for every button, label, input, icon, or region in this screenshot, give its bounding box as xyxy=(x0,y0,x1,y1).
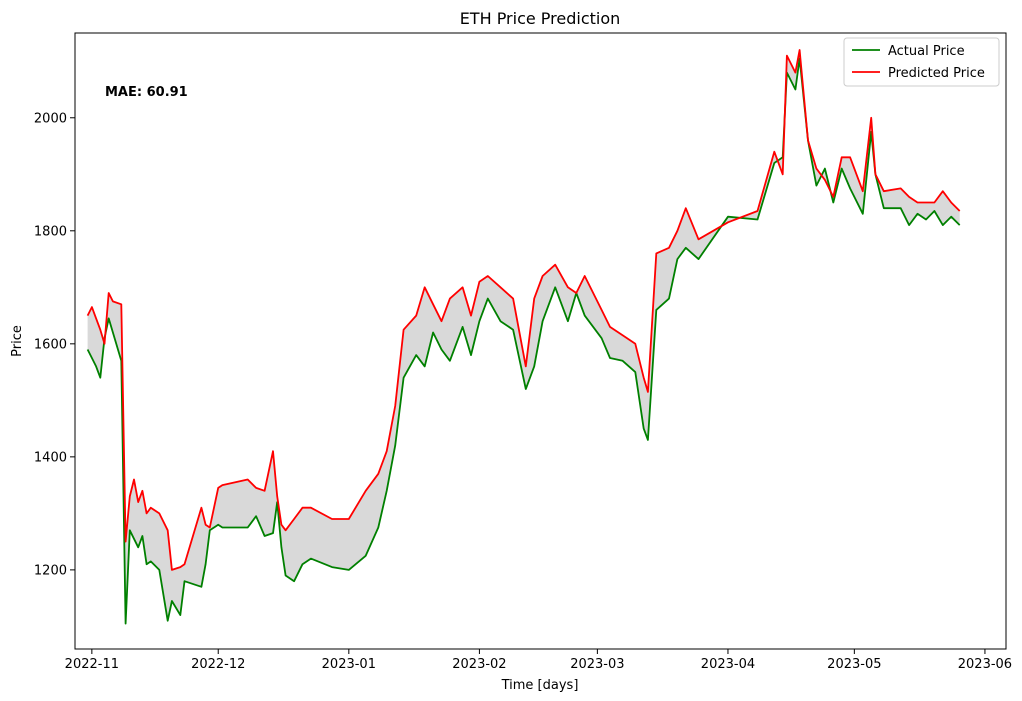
x-tick-label: 2023-04 xyxy=(701,657,755,672)
chart-title: ETH Price Prediction xyxy=(460,9,621,28)
x-tick-label: 2023-01 xyxy=(322,657,376,672)
legend: Actual Price Predicted Price xyxy=(843,37,1000,87)
actual-price-line xyxy=(86,57,961,625)
x-tick-label: 2023-03 xyxy=(570,657,624,672)
x-tick-label: 2022-12 xyxy=(191,657,245,672)
y-tick-label: 1800 xyxy=(34,224,67,239)
x-tick-label: 2023-05 xyxy=(827,657,881,672)
legend-box xyxy=(843,37,1000,87)
x-tick-label: 2023-02 xyxy=(452,657,506,672)
predicted-price-line xyxy=(86,49,961,571)
y-tick-label: 1600 xyxy=(34,337,67,352)
x-axis: 2022-11 2022-12 2023-01 2023-02 2023-03 2023-… xyxy=(65,649,1012,672)
x-tick-label: 2022-11 xyxy=(65,657,119,672)
y-tick-label: 1400 xyxy=(34,450,67,465)
y-axis-label: Price xyxy=(10,325,25,357)
y-axis: 1200 1400 1600 1800 2000 xyxy=(34,111,75,578)
plot-frame xyxy=(74,32,1007,650)
x-axis-label: Time [days] xyxy=(501,678,579,693)
plot-area xyxy=(86,49,961,625)
x-tick-label: 2023-06 xyxy=(958,657,1012,672)
y-tick-label: 2000 xyxy=(34,111,67,126)
legend-predicted-label: Predicted Price xyxy=(888,66,985,81)
mae-annotation: MAE: 60.91 xyxy=(105,85,188,100)
legend-actual-label: Actual Price xyxy=(888,44,965,59)
y-tick-label: 1200 xyxy=(34,563,67,578)
